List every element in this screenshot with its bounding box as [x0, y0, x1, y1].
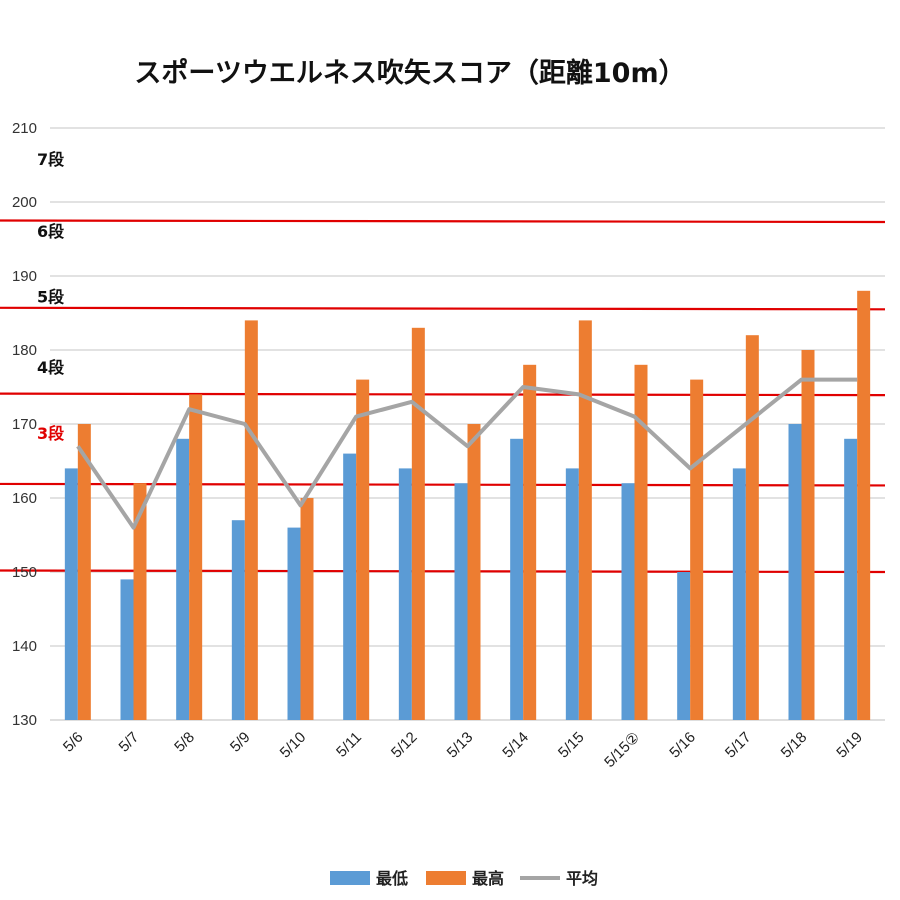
- x-tick-label: 5/12: [388, 729, 421, 762]
- bar-min: [510, 438, 524, 720]
- x-tick-label: 5/17: [722, 729, 755, 762]
- bar-max: [356, 379, 370, 720]
- bar-min: [176, 438, 190, 720]
- dan-labels-layer: 3段 4段 5段 6段 7段: [37, 150, 65, 443]
- bar-min: [788, 424, 802, 720]
- legend-label: 平均: [566, 869, 598, 888]
- bar-min: [287, 527, 301, 720]
- y-tick-label: 190: [12, 268, 37, 285]
- bar-min: [844, 438, 858, 720]
- bar-max: [634, 364, 648, 720]
- bar-max: [745, 335, 759, 720]
- bar-max: [523, 364, 537, 720]
- dan-label: 7段: [37, 150, 65, 169]
- bar-min: [64, 468, 78, 720]
- bar-min: [732, 468, 746, 720]
- bar-max: [77, 424, 91, 720]
- bar-min: [231, 520, 245, 720]
- bar-max: [133, 483, 147, 720]
- bar-max: [578, 320, 592, 720]
- dan-threshold-line: [0, 392, 886, 397]
- legend: 最低 最高 平均: [330, 869, 598, 888]
- x-tick-label: 5/15②: [601, 729, 643, 771]
- x-tick-label: 5/9: [227, 729, 254, 756]
- bar-min: [621, 483, 635, 720]
- y-tick-label: 130: [12, 712, 37, 729]
- y-tick-label: 180: [12, 342, 37, 359]
- bar-min: [398, 468, 412, 720]
- x-tick-label: 5/15: [555, 729, 588, 762]
- x-tick-label: 5/19: [833, 729, 866, 762]
- average-series-line: [76, 377, 858, 530]
- dan-threshold-line: [0, 306, 886, 311]
- x-tick-label: 5/13: [444, 729, 477, 762]
- dan-threshold-line: [0, 219, 886, 224]
- x-tick-label: 5/14: [499, 729, 532, 762]
- dan-label: 3段: [37, 424, 65, 443]
- x-tick-label: 5/10: [277, 729, 310, 762]
- bar-min: [677, 572, 691, 720]
- x-tick-label: 5/16: [666, 729, 699, 762]
- y-tick-label: 160: [12, 490, 37, 507]
- x-tick-label: 5/18: [778, 729, 811, 762]
- x-tick-label: 5/6: [60, 729, 87, 756]
- x-tick-label: 5/8: [171, 729, 198, 756]
- x-tick-label: 5/11: [333, 729, 365, 761]
- legend-swatch: [426, 871, 466, 885]
- dan-label: 5段: [37, 288, 65, 307]
- y-tick-label: 140: [12, 638, 37, 655]
- dan-label: 4段: [37, 358, 65, 377]
- bar-max: [801, 350, 815, 720]
- bar-max: [857, 290, 871, 720]
- legend-swatch: [330, 871, 370, 885]
- bar-min: [120, 579, 134, 720]
- bar-min: [343, 453, 357, 720]
- y-tick-label: 210: [12, 120, 37, 137]
- bar-max: [300, 498, 314, 720]
- x-tick-label: 5/7: [116, 729, 143, 756]
- bars-layer: [64, 290, 871, 720]
- dan-label: 6段: [37, 222, 65, 241]
- bar-max: [189, 394, 203, 720]
- legend-label: 最高: [472, 869, 504, 888]
- legend-label: 最低: [376, 869, 408, 888]
- average-line-layer: [76, 377, 858, 530]
- bar-max: [411, 327, 425, 720]
- bar-max: [244, 320, 258, 720]
- bar-min: [454, 483, 468, 720]
- bar-min: [565, 468, 579, 720]
- bar-max: [467, 424, 481, 720]
- bar-max: [690, 379, 704, 720]
- y-tick-label: 200: [12, 194, 37, 211]
- y-tick-label: 150: [12, 564, 37, 581]
- chart-title: スポーツウエルネス吹矢スコア（距離10m）: [134, 57, 685, 89]
- y-tick-label: 170: [12, 416, 37, 433]
